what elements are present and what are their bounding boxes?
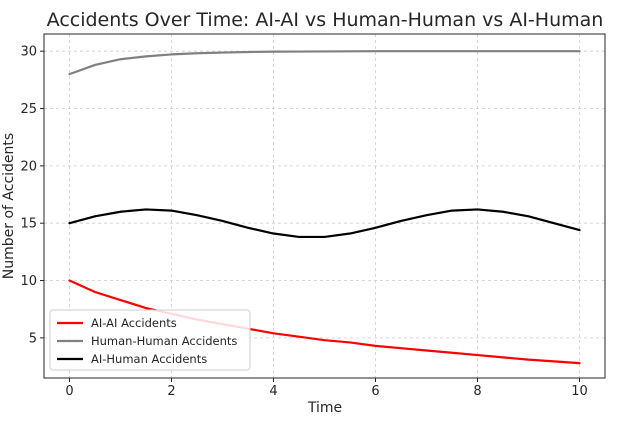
axis-ticks: 0 2 4 6 8 10 5 10 15 20 25 30 — [20, 45, 587, 399]
y-tick-label: 15 — [20, 217, 37, 232]
y-tick-label: 20 — [20, 159, 37, 174]
series-line-ai-human-accidents — [68, 208, 581, 239]
chart-title: Accidents Over Time: AI-AI vs Human-Huma… — [47, 9, 604, 31]
y-axis-label: Number of Accidents — [1, 133, 17, 279]
series-line-human-human-accidents — [68, 50, 581, 76]
x-tick-label: 8 — [473, 384, 481, 399]
legend: AI-AI Accidents Human-Human Accidents AI-H… — [49, 309, 251, 371]
x-tick-label: 2 — [167, 384, 175, 399]
legend-label-ai-human-accidents: AI-Human Accidents — [91, 352, 207, 366]
plot-frame — [43, 33, 606, 379]
legend-label-human-human-accidents: Human-Human Accidents — [91, 334, 237, 348]
y-tick-label: 30 — [20, 45, 37, 60]
x-tick-label: 10 — [571, 384, 588, 399]
x-axis-label: Time — [307, 400, 342, 416]
x-tick-label: 6 — [371, 384, 379, 399]
x-tick-label: 0 — [65, 384, 73, 399]
legend-label-ai-ai-accidents: AI-AI Accidents — [91, 316, 177, 330]
x-tick-label: 4 — [269, 384, 277, 399]
y-tick-label: 5 — [29, 331, 37, 346]
y-tick-label: 25 — [20, 102, 37, 117]
y-tick-label: 10 — [20, 274, 37, 289]
legend-box — [49, 309, 251, 371]
